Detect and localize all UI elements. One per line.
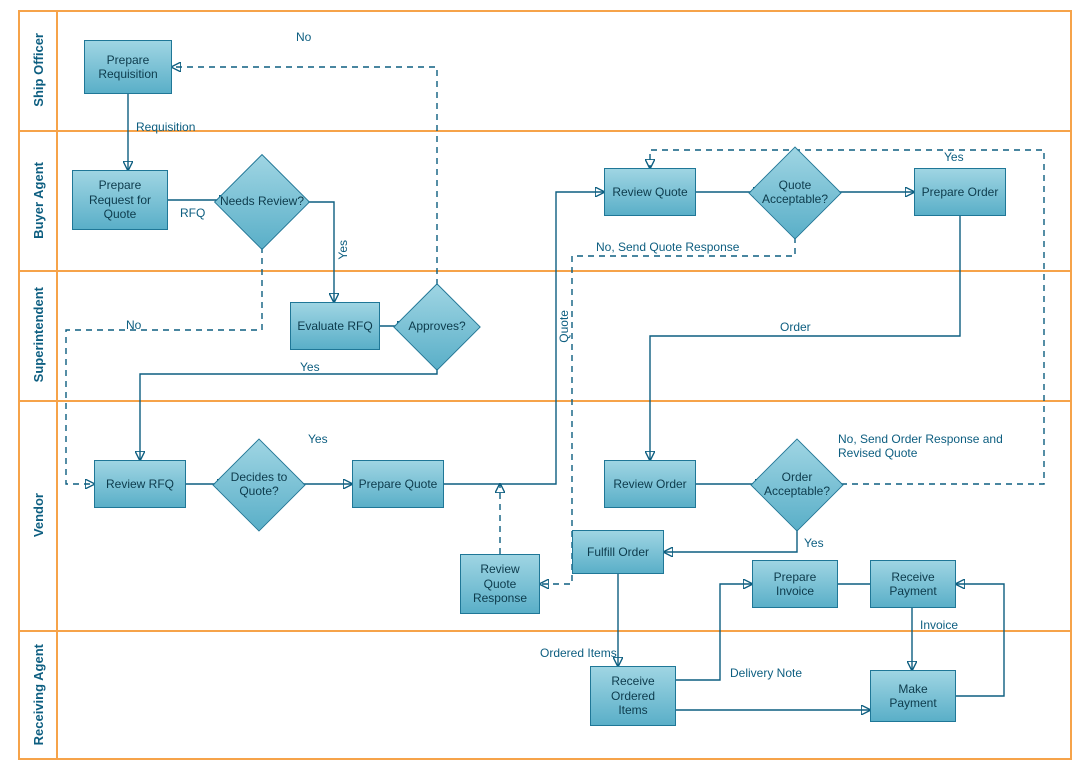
- lane-label-ship_officer: Ship Officer: [31, 33, 46, 107]
- node-order_acceptable: Order Acceptable?: [764, 452, 830, 518]
- label-quote-no: No, Send Quote Response: [596, 240, 776, 254]
- node-receive_items: Receive Ordered Items: [590, 666, 676, 726]
- node-label-order_acceptable: Order Acceptable?: [751, 471, 843, 499]
- node-label-quote_acceptable: Quote Acceptable?: [749, 179, 841, 207]
- label-rfq: RFQ: [180, 206, 205, 220]
- node-quote_acceptable: Quote Acceptable?: [762, 160, 828, 226]
- lane-label-col-receiving_agent: Receiving Agent: [18, 630, 58, 760]
- label-order-yes: Yes: [804, 536, 824, 550]
- label-quote-v: Quote: [557, 310, 571, 343]
- node-review_quote_resp: Review Quote Response: [460, 554, 540, 614]
- label-needs-yes: Yes: [336, 240, 350, 260]
- node-review_rfq: Review RFQ: [94, 460, 186, 508]
- lane-ship_officer: [18, 10, 1072, 130]
- node-receive_payment: Receive Payment: [870, 560, 956, 608]
- node-prepare_requisition: Prepare Requisition: [84, 40, 172, 94]
- label-delivery-note: Delivery Note: [730, 666, 802, 680]
- lane-label-col-superintendent: Superintendent: [18, 270, 58, 400]
- lane-label-col-ship_officer: Ship Officer: [18, 10, 58, 130]
- node-review_quote: Review Quote: [604, 168, 696, 216]
- label-quote-yes: Yes: [944, 150, 964, 164]
- label-ordered-items: Ordered Items: [540, 646, 617, 660]
- node-fulfill_order: Fulfill Order: [572, 530, 664, 574]
- node-prepare_rfq: Prepare Request for Quote: [72, 170, 168, 230]
- node-prepare_order: Prepare Order: [914, 168, 1006, 216]
- node-label-approves: Approves?: [394, 320, 481, 334]
- label-decides-yes: Yes: [308, 432, 328, 446]
- lane-right-border: [1070, 400, 1072, 630]
- label-no-top: No: [296, 30, 311, 44]
- node-needs_review: Needs Review?: [228, 168, 296, 236]
- node-make_payment: Make Payment: [870, 670, 956, 722]
- lane-right-border: [1070, 630, 1072, 760]
- node-review_order: Review Order: [604, 460, 696, 508]
- lane-label-col-vendor: Vendor: [18, 400, 58, 630]
- lane-label-superintendent: Superintendent: [31, 287, 46, 382]
- lane-right-border: [1070, 130, 1072, 270]
- lane-label-vendor: Vendor: [31, 493, 46, 537]
- node-decides_to_quote: Decides to Quote?: [226, 452, 292, 518]
- node-approves: Approves?: [406, 296, 468, 358]
- swimlane-diagram: Ship Officer Buyer Agent Superintendent Ven…: [0, 0, 1090, 770]
- node-prepare_invoice: Prepare Invoice: [752, 560, 838, 608]
- label-approves-no: No: [126, 318, 141, 332]
- label-approves-yes: Yes: [300, 360, 320, 374]
- node-label-needs_review: Needs Review?: [214, 195, 309, 209]
- lane-label-col-buyer_agent: Buyer Agent: [18, 130, 58, 270]
- lane-label-receiving_agent: Receiving Agent: [31, 644, 46, 745]
- lane-label-buyer_agent: Buyer Agent: [31, 162, 46, 239]
- node-evaluate_rfq: Evaluate RFQ: [290, 302, 380, 350]
- label-requisition: Requisition: [136, 120, 195, 134]
- label-invoice: Invoice: [920, 618, 958, 632]
- lane-superintendent: [18, 270, 1072, 400]
- label-order-no: No, Send Order Response and Revised Quot…: [838, 432, 1038, 460]
- lane-right-border: [1070, 270, 1072, 400]
- node-label-decides_to_quote: Decides to Quote?: [213, 471, 305, 499]
- label-order: Order: [780, 320, 811, 334]
- lane-right-border: [1070, 10, 1072, 130]
- node-prepare_quote: Prepare Quote: [352, 460, 444, 508]
